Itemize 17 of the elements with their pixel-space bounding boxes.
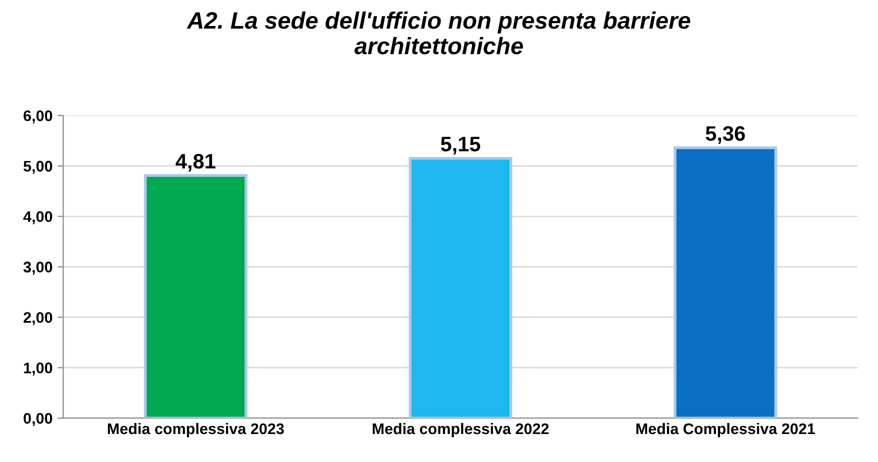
- x-tick-label: Media complessiva 2023: [108, 422, 284, 438]
- bar: [144, 174, 248, 418]
- y-tick-label: 0,00: [24, 412, 52, 426]
- bar: [408, 156, 512, 418]
- x-tick-label: Media complessiva 2022: [372, 422, 549, 438]
- x-tick-label: Media Complessiva 2021: [636, 422, 815, 438]
- y-tick-label: 1,00: [24, 362, 52, 376]
- y-tick-label: 5,00: [24, 160, 52, 174]
- data-label: 4,81: [176, 154, 216, 172]
- bar: [674, 146, 778, 418]
- data-label: 5,36: [706, 126, 745, 144]
- data-label: 5,15: [440, 136, 480, 154]
- chart-title: A2. La sede dell'ufficio non presenta barriere architettoniche: [186, 12, 690, 54]
- y-tick-label: 4,00: [23, 211, 52, 224]
- y-tick-label: 2,00: [24, 312, 52, 326]
- y-tick-label: 3,00: [23, 262, 52, 275]
- y-tick-label: 6,00: [24, 110, 52, 124]
